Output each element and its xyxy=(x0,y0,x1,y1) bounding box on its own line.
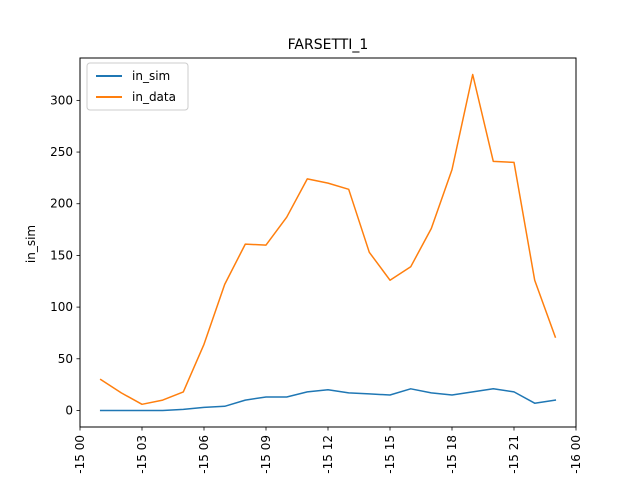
series-line-in-data xyxy=(99,73,557,406)
y-tick-label-0: 0 xyxy=(65,403,73,417)
x-tick-label-0: -15 00 xyxy=(73,435,87,474)
legend-label-in-sim: in_sim xyxy=(132,69,170,83)
x-tick-label-2: -15 06 xyxy=(197,435,211,474)
y-tick-label-150: 150 xyxy=(50,248,73,262)
y-tick-label-50: 50 xyxy=(58,352,73,366)
series-line-in-sim xyxy=(99,388,557,412)
y-axis-label: in_sim xyxy=(24,225,38,263)
legend-frame xyxy=(86,62,189,111)
y-tick-label-200: 200 xyxy=(50,197,73,211)
x-tick-label-6: -15 18 xyxy=(445,435,459,474)
plot-area: 0 50 100 150 200 250 300 -15 00 -15 03 -15 06 -15 … xyxy=(50,57,583,474)
x-tick-label-4: -15 12 xyxy=(321,435,335,474)
x-tick-label-7: -15 21 xyxy=(507,435,521,474)
x-tick-label-3: -15 09 xyxy=(259,435,273,474)
x-tick-label-5: -15 15 xyxy=(383,435,397,474)
legend-label-in-data: in_data xyxy=(132,90,176,104)
y-tick-label-300: 300 xyxy=(50,93,73,107)
x-tick-label-8: -16 00 xyxy=(569,435,583,474)
chart-title: FARSETTI_1 xyxy=(288,37,369,53)
x-tick-label-1: -15 03 xyxy=(135,435,149,474)
y-tick-label-100: 100 xyxy=(50,300,73,314)
y-tick-label-250: 250 xyxy=(50,145,73,159)
legend: in_sim in_data xyxy=(86,62,189,111)
